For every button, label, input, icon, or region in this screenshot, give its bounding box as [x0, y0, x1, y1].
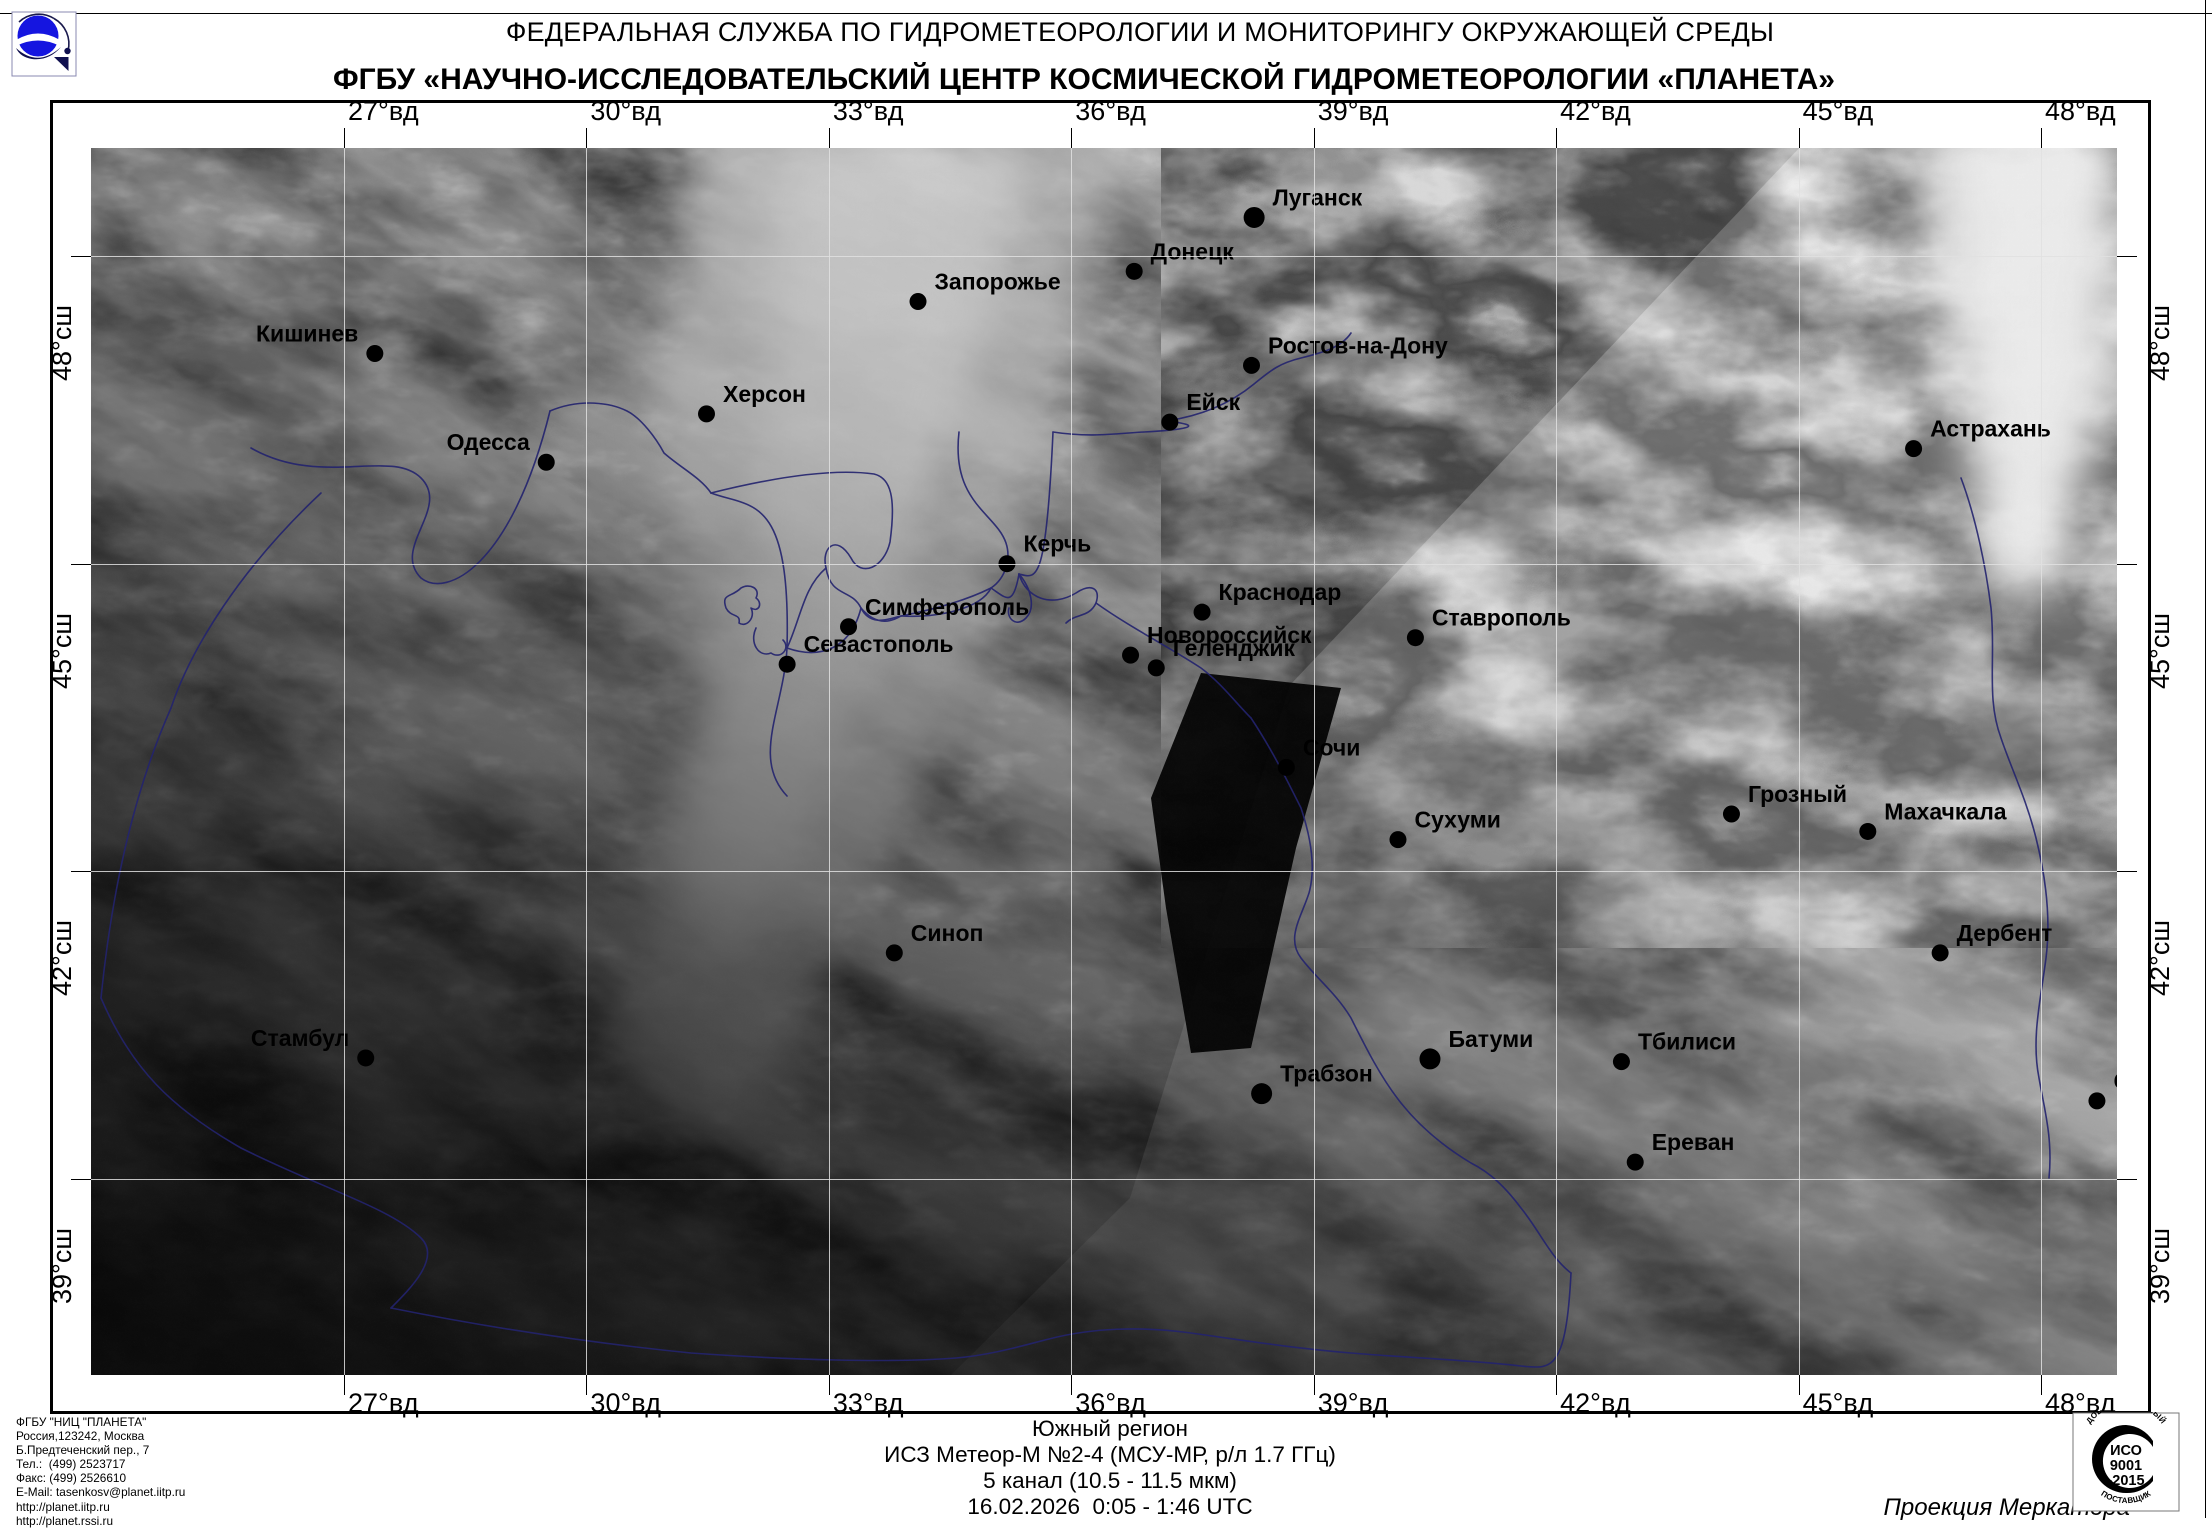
svg-text:9001: 9001: [2110, 1458, 2142, 1474]
svg-text:-2015: -2015: [2107, 1473, 2144, 1489]
svg-text:ИСО: ИСО: [2110, 1443, 2142, 1459]
